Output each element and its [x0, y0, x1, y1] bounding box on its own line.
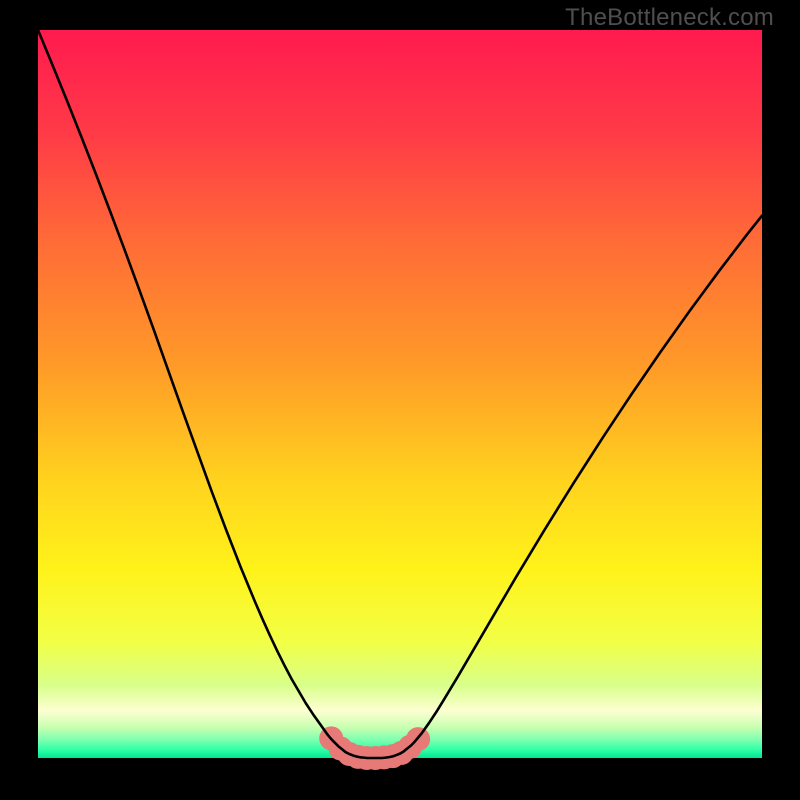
watermark-text: TheBottleneck.com: [565, 4, 774, 32]
chart-svg-layer: [0, 0, 800, 800]
chart-stage: TheBottleneck.com: [0, 0, 800, 800]
markers-group: [320, 727, 430, 770]
bottleneck-curve: [38, 30, 762, 758]
